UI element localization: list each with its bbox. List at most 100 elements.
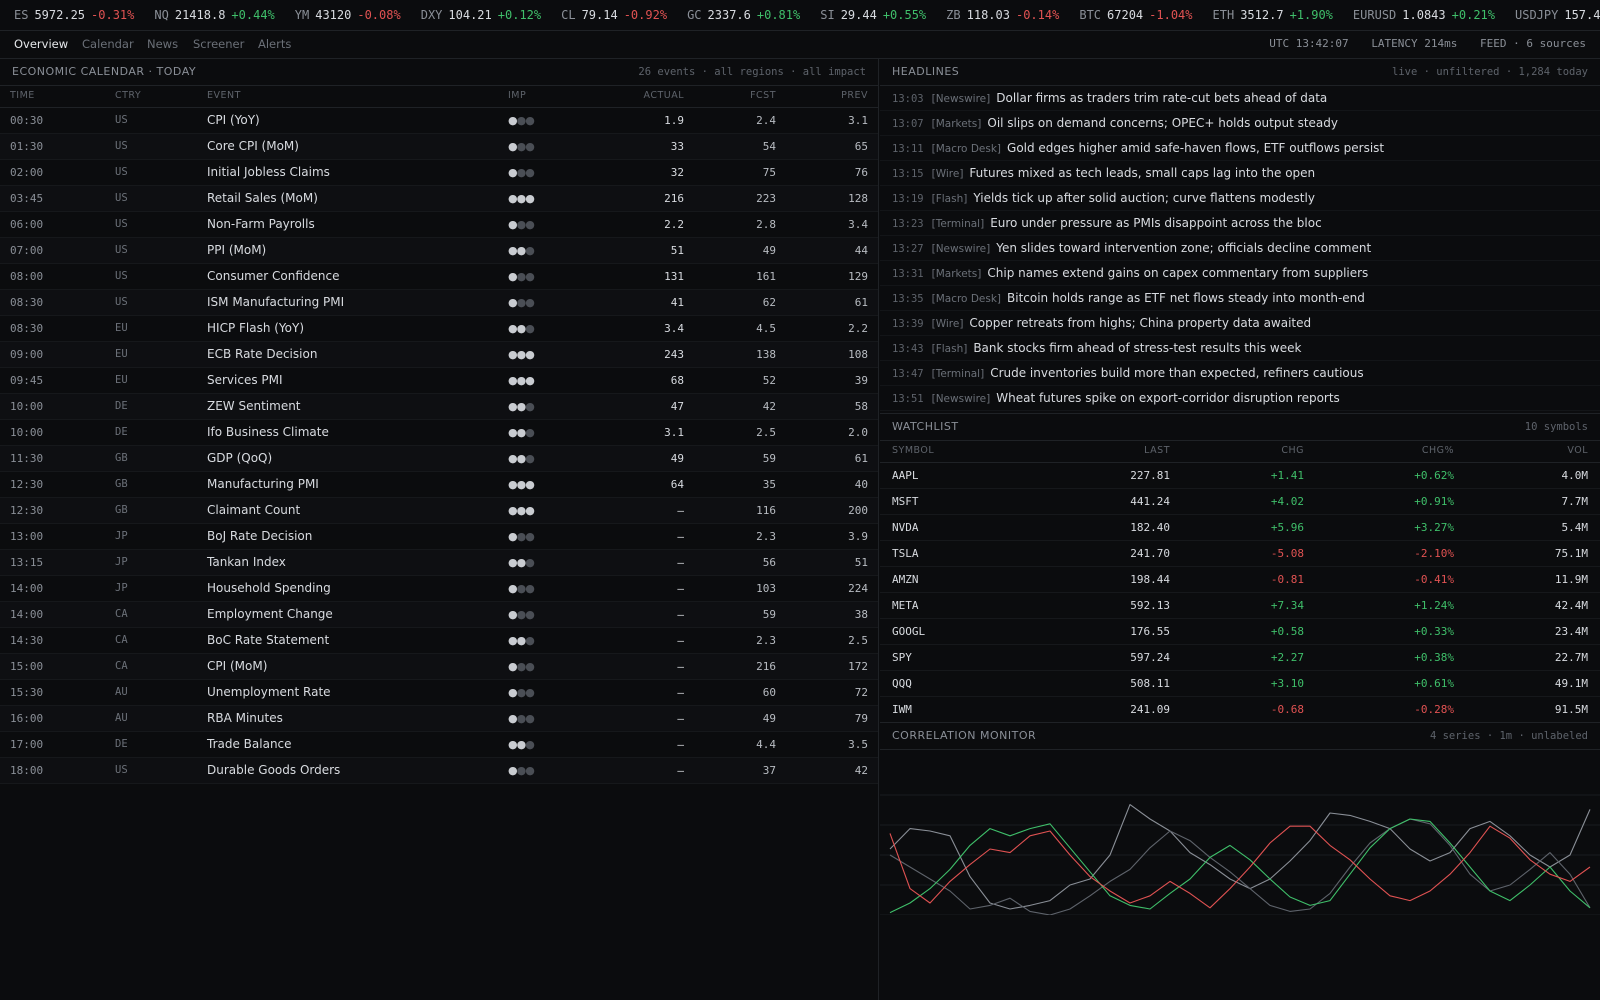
- calendar-row[interactable]: 09:45 EU Services PMI ●●● 68 52 39: [0, 368, 878, 394]
- calendar-row[interactable]: 07:00 US PPI (MoM) ●●● 51 49 44: [0, 238, 878, 264]
- headline-item[interactable]: 13:51 [Newswire] Wheat futures spike on ex…: [880, 386, 1600, 411]
- watchlist-row[interactable]: MSFT 441.24 +4.02 +0.91% 7.7M: [880, 489, 1600, 515]
- headline-text[interactable]: Dollar firms as traders trim rate-cut be…: [996, 91, 1328, 105]
- ticker-item[interactable]: ETH 3512.7 +1.90%: [1199, 0, 1333, 30]
- headline-item[interactable]: 13:03 [Newswire] Dollar firms as traders t…: [880, 86, 1600, 111]
- calendar-row[interactable]: 01:30 US Core CPI (MoM) ●●● 33 54 65: [0, 134, 878, 160]
- col-time[interactable]: TIME: [10, 90, 35, 101]
- watchlist-row[interactable]: SPY 597.24 +2.27 +0.38% 22.7M: [880, 645, 1600, 671]
- headline-item[interactable]: 13:31 [Markets] Chip names extend gains on…: [880, 261, 1600, 286]
- col-chg[interactable]: CHG: [1281, 445, 1304, 456]
- headline-item[interactable]: 13:35 [Macro Desk] Bitcoin holds range as …: [880, 286, 1600, 311]
- tab-alerts[interactable]: Alerts: [258, 37, 292, 51]
- headline-text[interactable]: Copper retreats from highs; China proper…: [969, 316, 1312, 330]
- calendar-row[interactable]: 00:30 US CPI (YoY) ●●● 1.9 2.4 3.1: [0, 108, 878, 134]
- headline-text[interactable]: Futures mixed as tech leads, small caps …: [969, 166, 1316, 180]
- watchlist-row[interactable]: TSLA 241.70 -5.08 -2.10% 75.1M: [880, 541, 1600, 567]
- col-prev[interactable]: PREV: [841, 90, 868, 101]
- watchlist-row[interactable]: NVDA 182.40 +5.96 +3.27% 5.4M: [880, 515, 1600, 541]
- headline-text[interactable]: Crude inventories build more than expect…: [990, 366, 1364, 380]
- calendar-row[interactable]: 11:30 GB GDP (QoQ) ●●● 49 59 61: [0, 446, 878, 472]
- col-last[interactable]: LAST: [1144, 445, 1170, 456]
- ticker-item[interactable]: EURUSD 1.0843 +0.21%: [1339, 0, 1495, 30]
- calendar-row[interactable]: 12:30 GB Manufacturing PMI ●●● 64 35 40: [0, 472, 878, 498]
- calendar-row[interactable]: 10:00 DE ZEW Sentiment ●●● 47 42 58: [0, 394, 878, 420]
- col-ctry[interactable]: CTRY: [115, 90, 142, 101]
- headline-text[interactable]: Chip names extend gains on capex comment…: [987, 266, 1369, 280]
- impact-indicator: ●●●: [508, 550, 535, 575]
- headline-item[interactable]: 13:15 [Wire] Futures mixed as tech leads, …: [880, 161, 1600, 186]
- calendar-row[interactable]: 17:00 DE Trade Balance ●●● –4.4 3.5: [0, 732, 878, 758]
- col-symbol[interactable]: SYMBOL: [892, 445, 935, 456]
- ticker-item[interactable]: YM 43120 -0.08%: [281, 0, 401, 30]
- volume: 22.7M: [1554, 651, 1588, 664]
- last-price: 241.09: [1130, 703, 1170, 716]
- headline-item[interactable]: 13:39 [Wire] Copper retreats from highs; C…: [880, 311, 1600, 336]
- watchlist-row[interactable]: AAPL 227.81 +1.41 +0.62% 4.0M: [880, 463, 1600, 489]
- headline-item[interactable]: 13:07 [Markets] Oil slips on demand concer…: [880, 111, 1600, 136]
- calendar-row[interactable]: 09:00 EU ECB Rate Decision ●●● 243 138 108: [0, 342, 878, 368]
- headline-item[interactable]: 13:23 [Terminal] Euro under pressure as PM…: [880, 211, 1600, 236]
- headline-text[interactable]: Oil slips on demand concerns; OPEC+ hold…: [987, 116, 1338, 130]
- symbol: AAPL: [892, 469, 919, 482]
- headline-item[interactable]: 13:19 [Flash] Yields tick up after solid a…: [880, 186, 1600, 211]
- ticker-item[interactable]: SI 29.44 +0.55%: [806, 0, 926, 30]
- col-chg-pct[interactable]: CHG%: [1421, 445, 1454, 456]
- watchlist-row[interactable]: META 592.13 +7.34 +1.24% 42.4M: [880, 593, 1600, 619]
- tab-calendar[interactable]: Calendar: [82, 37, 134, 51]
- event-time: 15:30: [10, 686, 44, 699]
- calendar-row[interactable]: 08:00 US Consumer Confidence ●●● 131 161 129: [0, 264, 878, 290]
- headline-item[interactable]: 13:47 [Terminal] Crude inventories build m…: [880, 361, 1600, 386]
- headline-text[interactable]: Yields tick up after solid auction; curv…: [973, 191, 1315, 205]
- col-event[interactable]: EVENT: [207, 90, 241, 101]
- col-vol[interactable]: VOL: [1567, 445, 1588, 456]
- ticker-item[interactable]: BTC 67204 -1.04%: [1065, 0, 1192, 30]
- headline-text[interactable]: Wheat futures spike on export-corridor d…: [996, 391, 1340, 405]
- headline-text[interactable]: Yen slides toward intervention zone; off…: [996, 241, 1372, 255]
- calendar-row[interactable]: 02:00 US Initial Jobless Claims ●●● 32 75 76: [0, 160, 878, 186]
- calendar-row[interactable]: 14:00 JP Household Spending ●●● –103 224: [0, 576, 878, 602]
- calendar-row[interactable]: 03:45 US Retail Sales (MoM) ●●● 216 223 128: [0, 186, 878, 212]
- calendar-row[interactable]: 10:00 DE Ifo Business Climate ●●● 3.1 2.5 2.0: [0, 420, 878, 446]
- calendar-row[interactable]: 06:00 US Non-Farm Payrolls ●●● 2.2 2.8 3.4: [0, 212, 878, 238]
- col-actual[interactable]: ACTUAL: [643, 90, 684, 101]
- calendar-row[interactable]: 14:30 CA BoC Rate Statement ●●● –2.3 2.5: [0, 628, 878, 654]
- calendar-row[interactable]: 14:00 CA Employment Change ●●● –59 38: [0, 602, 878, 628]
- calendar-row[interactable]: 15:00 CA CPI (MoM) ●●● –216 172: [0, 654, 878, 680]
- calendar-row[interactable]: 12:30 GB Claimant Count ●●● –116 200: [0, 498, 878, 524]
- col-imp[interactable]: IMP: [508, 90, 527, 101]
- watchlist-row[interactable]: QQQ 508.11 +3.10 +0.61% 49.1M: [880, 671, 1600, 697]
- headline-item[interactable]: 13:43 [Flash] Bank stocks firm ahead of st…: [880, 336, 1600, 361]
- watchlist-row[interactable]: IWM 241.09 -0.68 -0.28% 91.5M: [880, 697, 1600, 723]
- ticker-item[interactable]: DXY 104.21 +0.12%: [407, 0, 541, 30]
- calendar-row[interactable]: 18:00 US Durable Goods Orders ●●● –37 42: [0, 758, 878, 784]
- headlines-list[interactable]: 13:03 [Newswire] Dollar firms as traders t…: [880, 86, 1600, 413]
- calendar-row[interactable]: 08:30 EU HICP Flash (YoY) ●●● 3.4 4.5 2.2: [0, 316, 878, 342]
- tab-overview[interactable]: Overview: [14, 37, 69, 51]
- calendar-row[interactable]: 16:00 AU RBA Minutes ●●● –49 79: [0, 706, 878, 732]
- headline-text[interactable]: Euro under pressure as PMIs disappoint a…: [990, 216, 1322, 230]
- ticker-item[interactable]: USDJPY 157.42: [1501, 0, 1600, 30]
- ticker-item[interactable]: CL 79.14 -0.92%: [547, 0, 667, 30]
- price-change: +3.10: [1270, 677, 1304, 690]
- calendar-row[interactable]: 15:30 AU Unemployment Rate ●●● –60 72: [0, 680, 878, 706]
- tab-news[interactable]: News: [147, 37, 179, 51]
- headline-text[interactable]: Bitcoin holds range as ETF net flows ste…: [1007, 291, 1365, 305]
- ticker-item[interactable]: GC 2337.6 +0.81%: [673, 0, 800, 30]
- calendar-row[interactable]: 13:00 JP BoJ Rate Decision ●●● –2.3 3.9: [0, 524, 878, 550]
- event-time: 17:00: [10, 738, 44, 751]
- event-previous: 224: [848, 582, 868, 595]
- watchlist-row[interactable]: AMZN 198.44 -0.81 -0.41% 11.9M: [880, 567, 1600, 593]
- tab-screener[interactable]: Screener: [193, 37, 245, 51]
- headline-item[interactable]: 13:11 [Macro Desk] Gold edges higher amid …: [880, 136, 1600, 161]
- headline-text[interactable]: Gold edges higher amid safe-haven flows,…: [1007, 141, 1385, 155]
- headline-text[interactable]: Bank stocks firm ahead of stress-test re…: [973, 341, 1302, 355]
- ticker-item[interactable]: ZB 118.03 -0.14%: [932, 0, 1059, 30]
- ticker-item[interactable]: NQ 21418.8 +0.44%: [140, 0, 274, 30]
- headline-item[interactable]: 13:27 [Newswire] Yen slides toward interve…: [880, 236, 1600, 261]
- calendar-row[interactable]: 08:30 US ISM Manufacturing PMI ●●● 41 62 61: [0, 290, 878, 316]
- col-fcst[interactable]: FCST: [750, 90, 776, 101]
- ticker-item[interactable]: ES 5972.25 -0.31%: [0, 0, 134, 30]
- watchlist-row[interactable]: GOOGL 176.55 +0.58 +0.33% 23.4M: [880, 619, 1600, 645]
- calendar-row[interactable]: 13:15 JP Tankan Index ●●● –56 51: [0, 550, 878, 576]
